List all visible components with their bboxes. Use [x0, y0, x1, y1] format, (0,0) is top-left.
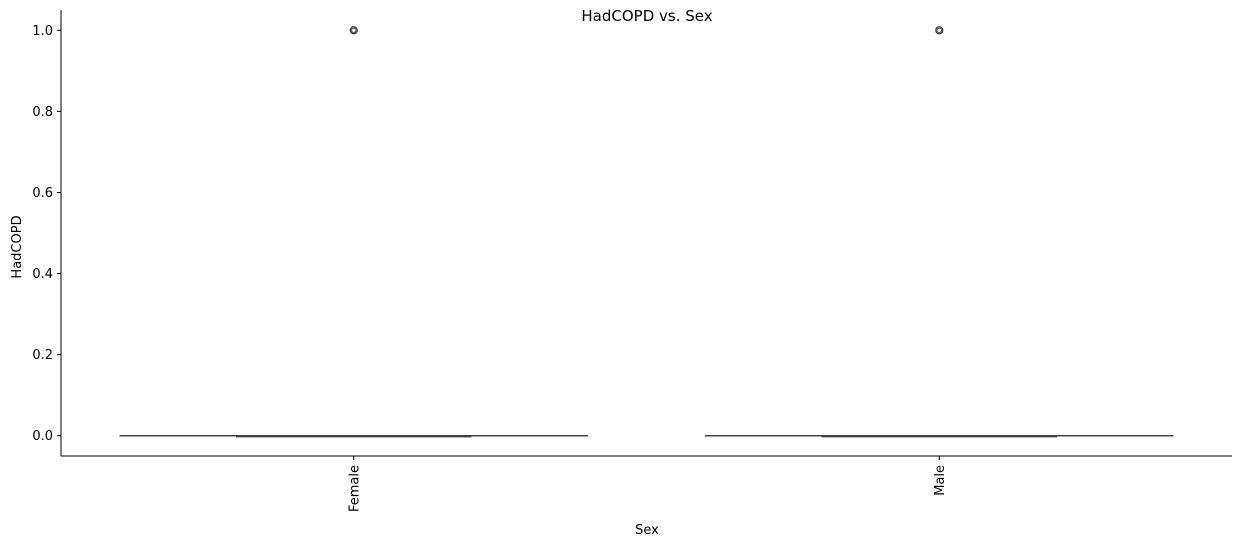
box-male [705, 26, 1174, 438]
y-axis-label: HadCOPD [10, 215, 25, 278]
y-tick-label: 0.2 [32, 348, 53, 363]
y-tick-label: 0.8 [32, 105, 53, 120]
box-female [119, 26, 588, 438]
outlier-point [351, 27, 357, 33]
box-plot-series [119, 26, 1174, 438]
outlier-point [349, 26, 358, 35]
outlier-point [935, 26, 944, 35]
y-axis-ticks: 0.0 0.2 0.4 0.6 0.8 1.0 [32, 24, 61, 444]
x-tick-label: Female [347, 465, 362, 512]
outlier-point [936, 27, 942, 33]
x-tick-label: Male [933, 465, 948, 496]
y-tick-label: 0.0 [32, 429, 53, 444]
y-tick-label: 1.0 [32, 24, 53, 39]
chart-title: HadCOPD vs. Sex [581, 7, 712, 25]
x-axis-ticks: Female Male [347, 456, 948, 512]
y-tick-label: 0.6 [32, 186, 53, 201]
x-axis-label: Sex [635, 523, 659, 538]
y-tick-label: 0.4 [32, 267, 53, 282]
